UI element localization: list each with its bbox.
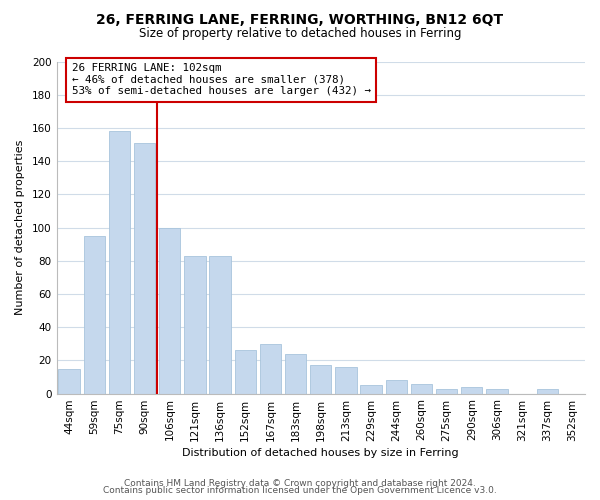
Text: Size of property relative to detached houses in Ferring: Size of property relative to detached ho…: [139, 28, 461, 40]
Bar: [486, 388, 508, 394]
Bar: [436, 388, 457, 394]
Bar: [461, 387, 482, 394]
Text: 26 FERRING LANE: 102sqm
← 46% of detached houses are smaller (378)
53% of semi-d: 26 FERRING LANE: 102sqm ← 46% of detache…: [71, 63, 371, 96]
Text: Contains public sector information licensed under the Open Government Licence v3: Contains public sector information licen…: [103, 486, 497, 495]
Bar: [184, 256, 206, 394]
Bar: [536, 388, 558, 394]
Y-axis label: Number of detached properties: Number of detached properties: [15, 140, 25, 315]
Bar: [335, 367, 356, 394]
Text: 26, FERRING LANE, FERRING, WORTHING, BN12 6QT: 26, FERRING LANE, FERRING, WORTHING, BN1…: [97, 12, 503, 26]
Bar: [58, 368, 80, 394]
Bar: [235, 350, 256, 394]
Bar: [209, 256, 231, 394]
Bar: [260, 344, 281, 394]
Bar: [386, 380, 407, 394]
X-axis label: Distribution of detached houses by size in Ferring: Distribution of detached houses by size …: [182, 448, 459, 458]
Bar: [159, 228, 181, 394]
Bar: [134, 143, 155, 394]
Bar: [411, 384, 432, 394]
Bar: [285, 354, 307, 394]
Text: Contains HM Land Registry data © Crown copyright and database right 2024.: Contains HM Land Registry data © Crown c…: [124, 478, 476, 488]
Bar: [310, 366, 331, 394]
Bar: [109, 131, 130, 394]
Bar: [361, 386, 382, 394]
Bar: [83, 236, 105, 394]
